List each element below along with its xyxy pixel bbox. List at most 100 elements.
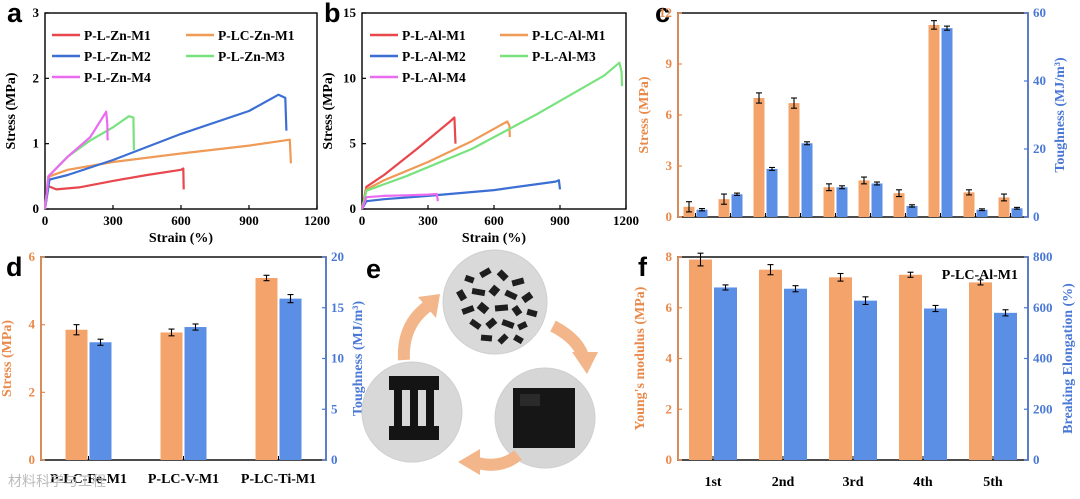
bar-Young's modulus (MPa)-3rd	[829, 277, 852, 460]
panel-b-ytick-label: 5	[350, 136, 357, 151]
panel-e-label: e	[366, 254, 381, 284]
panel-c-ytick-left-label: 12	[659, 5, 672, 20]
panel-a-ylabel: Stress (MPa)	[4, 72, 19, 149]
panel-b-xtick-label: 1200	[613, 213, 639, 228]
bar-Toughness (MJ/m³)-P-L-Al-M3	[941, 28, 953, 218]
panel-d-ylabel-right: Toughness (MJ/m³)	[351, 301, 366, 417]
panel-a-ytick-label: 1	[33, 136, 40, 151]
bar-Young's modulus (MPa)-4th	[899, 274, 922, 460]
panel-a-xlabel: Strain (%)	[149, 231, 214, 246]
panel-c-ytick-right-label: 40	[1033, 73, 1046, 88]
panel-f-xtick-label: 2nd	[772, 475, 795, 490]
panel-f-ytick-left-label: 8	[666, 249, 673, 264]
panel-b-xtick-label: 900	[550, 213, 570, 228]
cycle-arrow-top-right	[550, 320, 598, 374]
panel-d-ytick-left-label: 6	[29, 249, 36, 264]
bar-Stress (MPa)-P-L-Al-M1	[753, 98, 765, 217]
panel-b-label: b	[324, 0, 341, 28]
panel-d-ytick-left-label: 2	[29, 384, 36, 399]
panel-d-ytick-right-label: 15	[331, 300, 345, 315]
bar-Stress (MPa)-P-L-Zn-M3	[858, 180, 870, 217]
panel-a-xtick-label: 900	[239, 213, 259, 228]
legend-label-P-L-Zn-M3: P-L-Zn-M3	[218, 49, 285, 64]
panel-a-xtick-label: 0	[42, 213, 49, 228]
pressed-sheet-photo	[494, 367, 596, 469]
panel-f-ytick-left-label: 0	[666, 452, 673, 467]
panel-a-ytick-label: 0	[33, 201, 40, 216]
series-line-P-L-Zn-M3	[43, 115, 135, 210]
panel-d-ylabel-left: Stress (MPa)	[0, 320, 15, 397]
panel-d-xtick-label: P-LC-Fe-M1	[50, 472, 127, 487]
panel-c-ytick-left-label: 9	[666, 56, 673, 71]
panel-c-label: c	[655, 0, 670, 28]
bar-Stress (MPa)-P-LC-V-M1	[160, 332, 183, 460]
panel-b-xtick-label: 300	[418, 213, 438, 228]
legend-label-P-L-Zn-M1: P-L-Zn-M1	[84, 28, 151, 43]
bar-Toughness (MJ/m³)-P-L-Al-M4	[1011, 208, 1023, 217]
bar-Breaking Elongation (%)-1st	[714, 287, 737, 460]
bar-Stress (MPa)-P-LC-Ti-M1	[255, 277, 278, 460]
bar-Toughness (MJ/m³)-P-L-Al-M1	[766, 168, 778, 217]
panel-a-xtick-label: 1200	[304, 213, 330, 228]
panel-b-line-chart: b 0 300 600 900 1200 0 5 10 15 Strain (%) Stress (M…	[321, 0, 639, 246]
panel-c-ylabel-right: Toughness (MJ/m³)	[1053, 57, 1068, 173]
legend-label-P-L-Zn-M4: P-L-Zn-M4	[84, 70, 151, 85]
panel-f-title: P-LC-Al-M1	[942, 268, 1018, 283]
crushed-pieces-photo	[442, 249, 548, 355]
bar-Breaking Elongation (%)-3rd	[854, 300, 877, 460]
bar-Breaking Elongation (%)-2nd	[784, 288, 807, 460]
panel-f-ytick-right-label: 600	[1033, 300, 1053, 315]
series-line-P-L-Al-M1	[360, 116, 457, 210]
watermark-text: 材料科学与工程	[8, 473, 106, 489]
panel-a-xtick-label: 300	[103, 213, 123, 228]
panel-d-xtick-label: P-LC-V-M1	[148, 472, 219, 487]
panel-b-ytick-label: 15	[343, 5, 357, 20]
cycle-arrow-left	[397, 294, 440, 361]
panel-b-ylabel: Stress (MPa)	[321, 72, 336, 149]
dumbbell-specimens-photo	[361, 361, 463, 463]
series-line-P-L-Al-M4	[360, 192, 439, 210]
bar-Toughness (MJ/m³)-P-L-Zn-M2	[836, 187, 848, 217]
panel-f-bar-chart: f 0 2 4 6 8 0 200 400 600 800 Young's modulus (MPa)…	[633, 249, 1076, 490]
bar-Toughness (MJ/m³)-P-L-Zn-M4	[906, 205, 918, 217]
panel-f-ylabel-right: Breaking Elongation (%)	[1061, 283, 1076, 434]
bar-Toughness (MJ/m³)-P-L-Zn-M3	[871, 183, 883, 217]
panel-f-ytick-right-label: 200	[1033, 401, 1053, 416]
bar-Toughness (MJ/m³)-P-LC-Zn-M1	[731, 194, 743, 217]
panel-f-ytick-right-label: 800	[1033, 249, 1053, 264]
bar-Stress (MPa)-P-L-Al-M2	[963, 192, 975, 217]
series-line-P-LC-Zn-M1	[43, 138, 292, 210]
legend-label-P-L-Zn-M2: P-L-Zn-M2	[84, 49, 151, 64]
panel-c-ytick-right-label: 0	[1033, 209, 1040, 224]
panel-f-ytick-right-label: 0	[1033, 452, 1040, 467]
panel-f-ytick-right-label: 400	[1033, 351, 1053, 366]
bar-Stress (MPa)-P-LC-Fe-M1	[65, 329, 88, 460]
panel-c-ylabel-left: Stress (MPa)	[637, 76, 652, 153]
panel-d-ytick-right-label: 10	[331, 351, 344, 366]
legend-label-P-L-Al-M1: P-L-Al-M1	[402, 28, 466, 43]
bar-Stress (MPa)-P-L-Zn-M4	[893, 193, 905, 217]
panel-e-recycle-diagram: e	[361, 249, 598, 475]
panel-d-ytick-left-label: 4	[29, 317, 36, 332]
panel-d-ytick-left-label: 0	[29, 452, 36, 467]
panel-a-ytick-label: 3	[33, 5, 40, 20]
bar-Breaking Elongation (%)-4th	[924, 308, 947, 460]
panel-b-xtick-label: 600	[484, 213, 504, 228]
bar-Toughness (MJ/m³)-P-LC-Al-M1	[801, 143, 813, 217]
panel-a-ytick-label: 2	[33, 70, 40, 85]
panel-a-xtick-label: 600	[171, 213, 191, 228]
series-line-P-L-Al-M2	[361, 179, 562, 210]
panel-b-ytick-label: 10	[343, 70, 356, 85]
panel-d-ytick-right-label: 5	[331, 401, 338, 416]
bar-Young's modulus (MPa)-5th	[969, 282, 992, 460]
bar-Breaking Elongation (%)-5th	[994, 312, 1017, 460]
bar-Toughness (MJ/m³)-P-L-Zn-M1	[696, 209, 708, 217]
series-line-P-L-Al-M3	[360, 61, 624, 210]
panel-d-ytick-right-label: 20	[331, 249, 344, 264]
bar-Toughness (MJ/m³)-P-L-Al-M2	[976, 209, 988, 217]
panel-c-ytick-left-label: 3	[666, 158, 673, 173]
panel-b-xlabel: Strain (%)	[462, 231, 527, 246]
legend-label-P-LC-Zn-M1: P-LC-Zn-M1	[218, 28, 295, 43]
panel-f-xtick-label: 3rd	[843, 475, 864, 490]
